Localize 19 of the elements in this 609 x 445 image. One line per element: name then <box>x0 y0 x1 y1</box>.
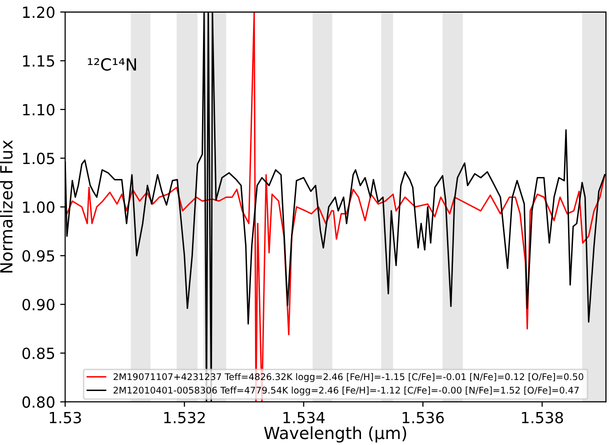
y-tick-label: 0.90 <box>22 298 54 310</box>
y-tick-label: 1.15 <box>23 55 54 67</box>
y-axis-title: Normalized Flux <box>0 140 13 273</box>
y-tick-label: 0.85 <box>22 348 54 360</box>
y-tick-label: 1.00 <box>23 201 54 213</box>
legend-label: 2M19071107+4231237 Teff=4826.32K logg=2.46 [Fe/H]=-1.15 [C/Fe]=-0.01 [N/Fe]=0.12 [O/Fe]=0.50 <box>114 373 584 382</box>
y-tick-label: 1.05 <box>23 152 54 164</box>
y-tick-label: 0.80 <box>22 396 54 408</box>
y-tick-label: 0.95 <box>22 250 54 262</box>
x-tick-label: 1.532 <box>164 412 205 424</box>
x-tick-label: 1.538 <box>522 412 563 424</box>
x-tick-label: 1.534 <box>283 412 325 424</box>
x-tick-label: 1.536 <box>402 412 444 424</box>
x-axis-title: Wavelength (μm) <box>264 426 406 442</box>
y-tick-label: 1.10 <box>23 104 54 116</box>
x-tick-label: 1.53 <box>50 412 81 424</box>
y-tick-label: 1.20 <box>23 6 54 18</box>
legend-label: 2M12010401-0058306 Teff=4779.54K logg=2.46 [Fe/H]=-1.12 [C/Fe]=-0.00 [N/Fe]=1.52 [O/Fe]=0.47 <box>114 386 579 396</box>
annotation: ¹²C¹⁴N <box>88 58 136 71</box>
